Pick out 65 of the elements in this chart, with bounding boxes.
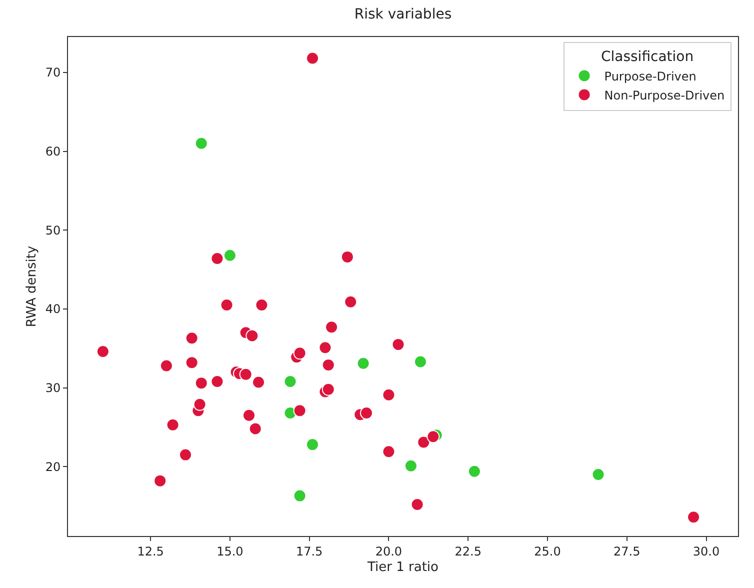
point [322,382,335,396]
legend-title: Classification [600,49,694,66]
point [166,418,180,432]
point [382,445,396,458]
point [340,250,354,264]
point [246,329,259,342]
point [318,341,332,354]
y-tick-label: 40 [45,302,61,316]
x-tick-label: 17.5 [296,544,323,558]
point [360,406,373,420]
chart-title: Risk variables [354,6,452,23]
point [178,448,192,462]
point [185,332,198,345]
point [248,422,262,436]
point [242,408,256,422]
point [356,356,370,370]
point [306,52,319,65]
point [252,376,266,389]
y-tick-label: 20 [45,460,61,474]
point [223,248,236,262]
x-tick-label: 22.5 [454,544,482,558]
y-axis-title: RWA density [24,246,40,328]
x-tick-label: 25.0 [534,544,561,558]
point [414,355,427,368]
x-tick-label: 27.5 [614,544,640,558]
point [284,374,297,388]
point [344,295,358,308]
point [592,468,605,482]
point [185,356,198,370]
point [220,298,234,312]
point [392,338,405,351]
point [417,436,430,449]
point [306,438,319,452]
point [325,320,338,334]
y-tick-label: 50 [45,223,61,238]
point [687,510,700,524]
point [293,489,306,502]
point [210,374,224,388]
point [468,464,481,478]
legend-label: Non-Purpose-Driven [604,88,725,102]
point [426,430,440,444]
x-tick-label: 15.0 [216,544,244,558]
point [322,358,335,372]
y-tick-label: 30 [45,381,61,395]
point [160,359,173,372]
point [404,459,418,472]
point [210,252,224,266]
point [382,388,396,402]
point [410,498,424,511]
point [255,298,268,312]
point [194,136,208,150]
point [194,376,208,390]
point [193,398,206,411]
point [96,345,110,358]
x-axis-title: Tier 1 ratio [366,560,439,575]
point [293,346,306,360]
x-tick-label: 30.0 [692,544,720,558]
point [293,404,306,418]
point [154,474,167,488]
x-tick-label: 12.5 [137,544,164,558]
y-tick-label: 70 [45,66,61,80]
legend-label: Purpose-Driven [604,69,696,84]
point [239,368,252,381]
x-tick-label: 20.0 [375,544,402,558]
y-tick-label: 60 [45,144,61,158]
